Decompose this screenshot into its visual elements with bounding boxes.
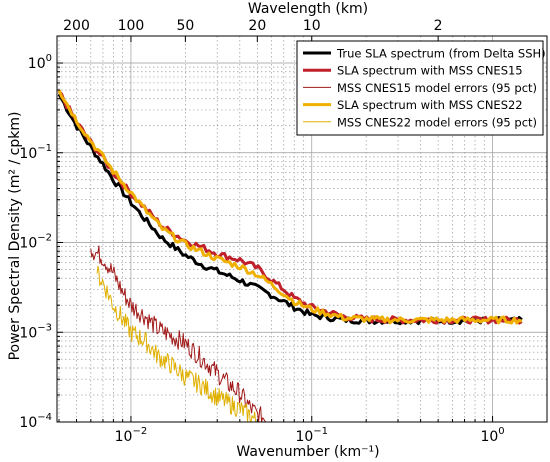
x-tick-label: 10−2 xyxy=(115,426,148,445)
top-tick-label: 20 xyxy=(248,18,266,34)
top-tick-label: 100 xyxy=(118,18,145,34)
legend-label: SLA spectrum with MSS CNES22 xyxy=(337,98,523,112)
x-tick-label: 10−1 xyxy=(295,426,328,445)
legend-label: True SLA spectrum (from Delta SSH) xyxy=(336,47,546,61)
y-tick-label: 10−4 xyxy=(19,412,52,431)
legend: True SLA spectrum (from Delta SSH) SLA sp… xyxy=(296,40,546,136)
y-axis-title: Power Spectral Density (m² / cpkm) xyxy=(7,112,23,361)
top-tick-label: 50 xyxy=(176,18,194,34)
y-tick-label: 10−2 xyxy=(19,233,52,252)
legend-label: MSS CNES22 model errors (95 pct) xyxy=(337,115,537,129)
x-axis-title: Wavenumber (km⁻¹) xyxy=(236,444,379,460)
top-tick-label: 2 xyxy=(434,18,443,34)
legend-label: MSS CNES15 model errors (95 pct) xyxy=(337,81,537,95)
series-line-3 xyxy=(90,245,272,423)
top-tick-label: 10 xyxy=(303,18,321,34)
series-layer xyxy=(57,89,523,423)
series-line-5 xyxy=(96,265,258,423)
y-tick-label: 10−1 xyxy=(19,143,52,162)
legend-box xyxy=(296,40,544,136)
series-line-4 xyxy=(57,89,523,325)
legend-label: SLA spectrum with MSS CNES15 xyxy=(337,64,523,78)
axis-layer: 10−2 10−1 100 10−4 10−3 10−2 10−1 100 200 100 50 20… xyxy=(19,18,548,445)
top-tick-label: 200 xyxy=(63,18,90,34)
x-tick-label: 100 xyxy=(480,426,504,445)
y-tick-label: 10−3 xyxy=(19,322,52,341)
plot-frame xyxy=(56,35,548,423)
y-tick-label: 100 xyxy=(28,53,52,72)
top-axis-title: Wavelength (km) xyxy=(248,1,368,17)
